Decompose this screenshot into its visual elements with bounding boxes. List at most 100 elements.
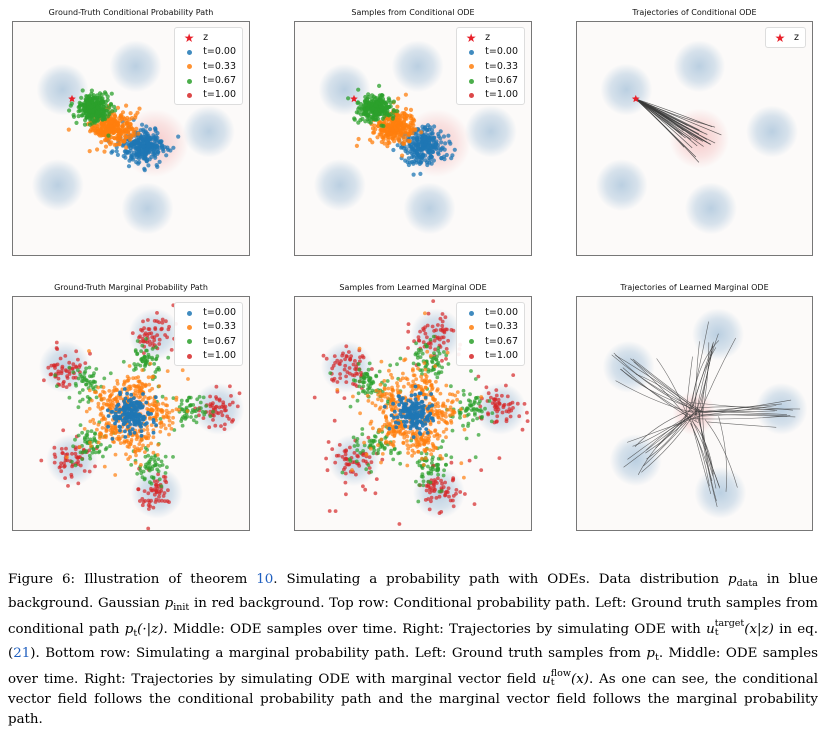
scatter-point bbox=[84, 94, 89, 99]
scatter-point bbox=[447, 494, 451, 499]
scatter-point bbox=[162, 145, 167, 150]
scatter-point bbox=[79, 374, 84, 379]
scatter-point bbox=[120, 124, 125, 129]
scatter-point bbox=[432, 398, 437, 403]
scatter-point bbox=[124, 416, 128, 420]
scatter-point bbox=[432, 434, 437, 438]
scatter-point bbox=[414, 479, 418, 484]
scatter-point bbox=[500, 410, 505, 415]
scatter-point bbox=[176, 408, 181, 412]
scatter-point bbox=[157, 320, 162, 325]
legend-item: t=0.00 bbox=[181, 306, 236, 320]
scatter-point bbox=[87, 406, 92, 411]
scatter-point bbox=[430, 324, 435, 329]
data-density-blob bbox=[109, 40, 162, 93]
scatter-point bbox=[428, 480, 433, 485]
scatter-point bbox=[496, 401, 501, 405]
legend-dot-icon bbox=[181, 64, 197, 70]
scatter-point bbox=[426, 406, 430, 411]
scatter-point bbox=[54, 340, 59, 345]
legend-label: t=0.33 bbox=[485, 60, 518, 72]
scatter-point bbox=[123, 130, 128, 135]
scatter-point bbox=[61, 381, 66, 386]
scatter-point bbox=[377, 407, 382, 411]
scatter-point bbox=[440, 323, 445, 328]
data-density-blob bbox=[694, 466, 747, 519]
scatter-point bbox=[425, 335, 429, 340]
scatter-point bbox=[380, 457, 385, 462]
scatter-point bbox=[402, 435, 407, 440]
panel-gt-marginal: Ground-Truth Marginal Probability Path t… bbox=[12, 283, 250, 531]
scatter-point bbox=[444, 453, 448, 458]
scatter-point bbox=[132, 396, 136, 400]
scatter-point bbox=[429, 495, 434, 500]
scatter-point bbox=[214, 395, 218, 399]
legend-item: t=1.00 bbox=[181, 349, 236, 363]
scatter-point bbox=[161, 401, 165, 406]
scatter-point bbox=[141, 127, 146, 132]
scatter-point bbox=[425, 430, 430, 435]
plot-area: ★ z t=0.00 t=0.33 t=0.67 t=1.00 bbox=[294, 21, 532, 256]
scatter-point bbox=[433, 364, 437, 369]
scatter-point bbox=[462, 414, 467, 419]
scatter-point bbox=[422, 380, 427, 385]
legend-item: t=0.33 bbox=[463, 320, 518, 334]
scatter-point bbox=[440, 365, 444, 370]
scatter-point bbox=[419, 436, 424, 441]
legend-label: t=0.33 bbox=[203, 60, 236, 72]
scatter-point bbox=[347, 350, 351, 354]
scatter-point bbox=[357, 379, 362, 384]
scatter-point bbox=[396, 451, 401, 456]
theorem-link[interactable]: 10 bbox=[256, 572, 274, 587]
scatter-point bbox=[444, 463, 448, 467]
equation-link[interactable]: 21 bbox=[13, 646, 31, 662]
scatter-point bbox=[151, 374, 156, 379]
trajectory-line bbox=[632, 416, 687, 447]
scatter-point bbox=[354, 472, 358, 477]
scatter-point bbox=[371, 426, 375, 431]
scatter-point bbox=[109, 124, 114, 129]
scatter-point bbox=[497, 456, 502, 460]
scatter-point bbox=[377, 369, 382, 374]
scatter-point bbox=[464, 436, 469, 441]
scatter-point bbox=[421, 388, 425, 393]
scatter-point bbox=[164, 408, 169, 413]
math-p-init: pinit bbox=[164, 596, 190, 614]
scatter-point bbox=[454, 491, 458, 496]
scatter-point bbox=[419, 404, 424, 409]
scatter-point bbox=[159, 459, 164, 464]
scatter-point bbox=[92, 436, 97, 440]
scatter-point bbox=[383, 101, 388, 106]
scatter-point bbox=[451, 498, 455, 503]
scatter-point bbox=[171, 396, 176, 400]
scatter-point bbox=[70, 464, 74, 469]
legend-dot-icon bbox=[181, 310, 197, 316]
scatter-point bbox=[167, 418, 172, 423]
scatter-point bbox=[335, 388, 340, 392]
scatter-point bbox=[125, 135, 130, 140]
scatter-point bbox=[429, 154, 434, 159]
scatter-point bbox=[95, 427, 99, 432]
scatter-point bbox=[67, 360, 72, 365]
scatter-point bbox=[389, 131, 394, 137]
scatter-point bbox=[387, 421, 391, 426]
scatter-point bbox=[404, 419, 409, 424]
scatter-point bbox=[440, 439, 445, 443]
scatter-point bbox=[153, 126, 158, 131]
scatter-point bbox=[500, 393, 504, 398]
legend-dot-icon bbox=[463, 92, 479, 98]
scatter-point bbox=[122, 387, 127, 391]
scatter-point bbox=[398, 461, 403, 466]
scatter-point bbox=[49, 372, 54, 376]
scatter-point bbox=[219, 410, 224, 414]
scatter-point bbox=[351, 435, 356, 440]
figure-grid: Ground-Truth Conditional Probability Pat… bbox=[12, 8, 813, 531]
caption-text: in red background. Top row: Conditional … bbox=[8, 596, 819, 637]
scatter-point bbox=[141, 319, 145, 324]
scatter-point bbox=[129, 401, 133, 406]
scatter-point bbox=[60, 451, 65, 455]
legend-label: t=1.00 bbox=[203, 89, 236, 101]
scatter-point bbox=[386, 386, 391, 391]
scatter-point bbox=[369, 470, 373, 474]
scatter-point bbox=[71, 114, 77, 119]
